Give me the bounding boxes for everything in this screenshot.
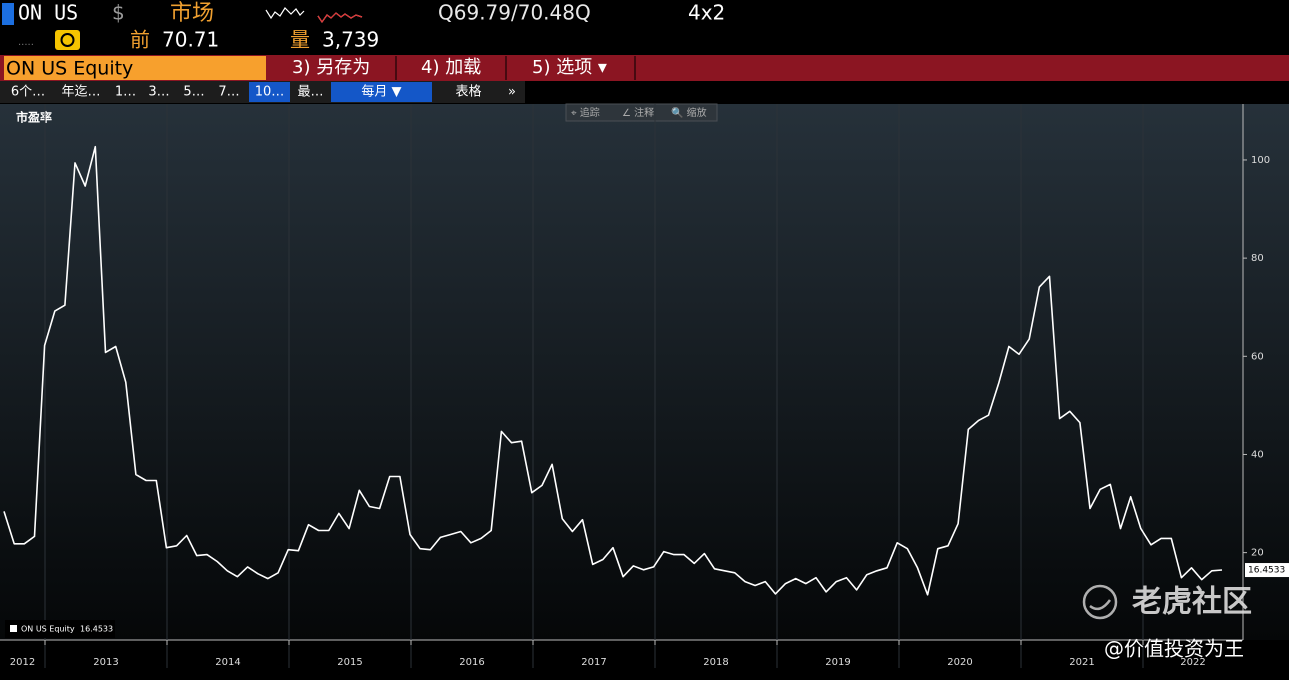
prev-label: 前	[130, 28, 150, 52]
tab[interactable]: 每月 ▼	[361, 84, 401, 100]
volume-value: 3,739	[322, 28, 379, 52]
legend-box	[5, 620, 115, 638]
tabs: 6个… 年迄… 1… 3… 5… 7… 10… 最… 每月 ▼ 表格 »	[4, 82, 521, 102]
x-tick-label: 2013	[93, 657, 118, 668]
tool-track[interactable]: ⌖ 追踪	[571, 106, 600, 119]
last-value-box	[1245, 563, 1289, 578]
tool-zoom[interactable]: 🔍 缩放	[671, 106, 707, 119]
tab-bg	[331, 82, 432, 102]
dots: .....	[18, 37, 34, 48]
tab[interactable]: 最…	[297, 85, 323, 100]
tab-bg	[215, 82, 243, 102]
legend-value: 16.4533	[80, 625, 113, 634]
tab[interactable]: 5…	[183, 85, 204, 100]
tab[interactable]: »	[508, 85, 516, 100]
tool-note[interactable]: ∠ 注释	[622, 106, 654, 119]
pe-line	[3, 145, 1223, 596]
menu-item[interactable]: 5) 选项 ▾	[532, 57, 607, 78]
tab-bg	[112, 82, 139, 102]
x-tick-label: 2016	[459, 657, 484, 668]
tab-bg	[437, 82, 500, 102]
x-axis-bg	[0, 640, 1289, 680]
x-tick-label: 2017	[581, 657, 606, 668]
y-tick-label: 20	[1251, 548, 1264, 559]
last-value-label: 16.4533	[1248, 566, 1285, 576]
x-tick-label: 2015	[337, 657, 362, 668]
y-tick-label: 80	[1251, 253, 1264, 264]
tab[interactable]: 10…	[255, 85, 285, 100]
ticker-marker	[2, 3, 14, 25]
tab-bg	[145, 82, 173, 102]
tab[interactable]: 3…	[148, 85, 169, 100]
tab-bg	[55, 82, 107, 102]
volume-label: 量	[290, 28, 310, 52]
sparkline-down	[317, 12, 363, 24]
ticker[interactable]: ON US	[18, 1, 78, 25]
x-tick-label: 2019	[825, 657, 850, 668]
y-tick-label: 60	[1251, 351, 1264, 362]
watermark-logo-mark	[1089, 599, 1112, 611]
currency: $	[112, 1, 125, 25]
tab-bg	[4, 82, 52, 102]
tab-bg	[503, 82, 521, 102]
tab[interactable]: 1…	[115, 85, 136, 100]
tab-bg	[294, 82, 327, 102]
market[interactable]: 市场	[170, 1, 214, 26]
x-tick-label: 2018	[703, 657, 728, 668]
gauge-dial	[60, 33, 75, 47]
toolbar	[565, 103, 718, 122]
legend-swatch	[10, 625, 17, 632]
security: ON US Equity	[6, 58, 133, 80]
gauge-icon[interactable]	[55, 30, 80, 50]
prev-value: 70.71	[162, 28, 219, 52]
menu-item[interactable]: 3) 另存为	[292, 57, 370, 78]
tab[interactable]: 表格	[455, 84, 481, 100]
chart-title: 市盈率	[16, 110, 52, 125]
y-tick-label: 40	[1251, 449, 1264, 460]
plot: 20 40 60 80 100 2012 2013 2014 2015 2016 2017 2018 2…	[3, 104, 1289, 668]
x-tick-label: 2021	[1069, 657, 1094, 668]
layout-size: 4x2	[688, 1, 725, 25]
tab[interactable]: 6个…	[11, 85, 45, 100]
watermark-brand: 老虎社区	[1132, 585, 1252, 620]
menu-item[interactable]: 4) 加载	[421, 57, 481, 78]
tab-bg	[249, 82, 290, 102]
tab-bg	[180, 82, 208, 102]
quote: Q69.79/70.48Q	[438, 1, 591, 25]
tab[interactable]: 年迄…	[61, 85, 100, 100]
plot-bg	[0, 104, 1289, 640]
y-tick-label: 100	[1251, 155, 1270, 166]
x-tick-label: 2022	[1180, 657, 1205, 668]
header-bg	[0, 0, 1289, 55]
x-tick-label: 2014	[215, 657, 240, 668]
legend-label: ON US Equity	[21, 625, 75, 634]
x-tick-label: 2020	[947, 657, 972, 668]
watermark-author: @价值投资为王	[1104, 637, 1244, 661]
watermark-logo	[1082, 584, 1118, 620]
x-tick-label: 2012	[10, 657, 35, 668]
tab[interactable]: 7…	[218, 85, 239, 100]
security-box[interactable]	[4, 56, 266, 80]
